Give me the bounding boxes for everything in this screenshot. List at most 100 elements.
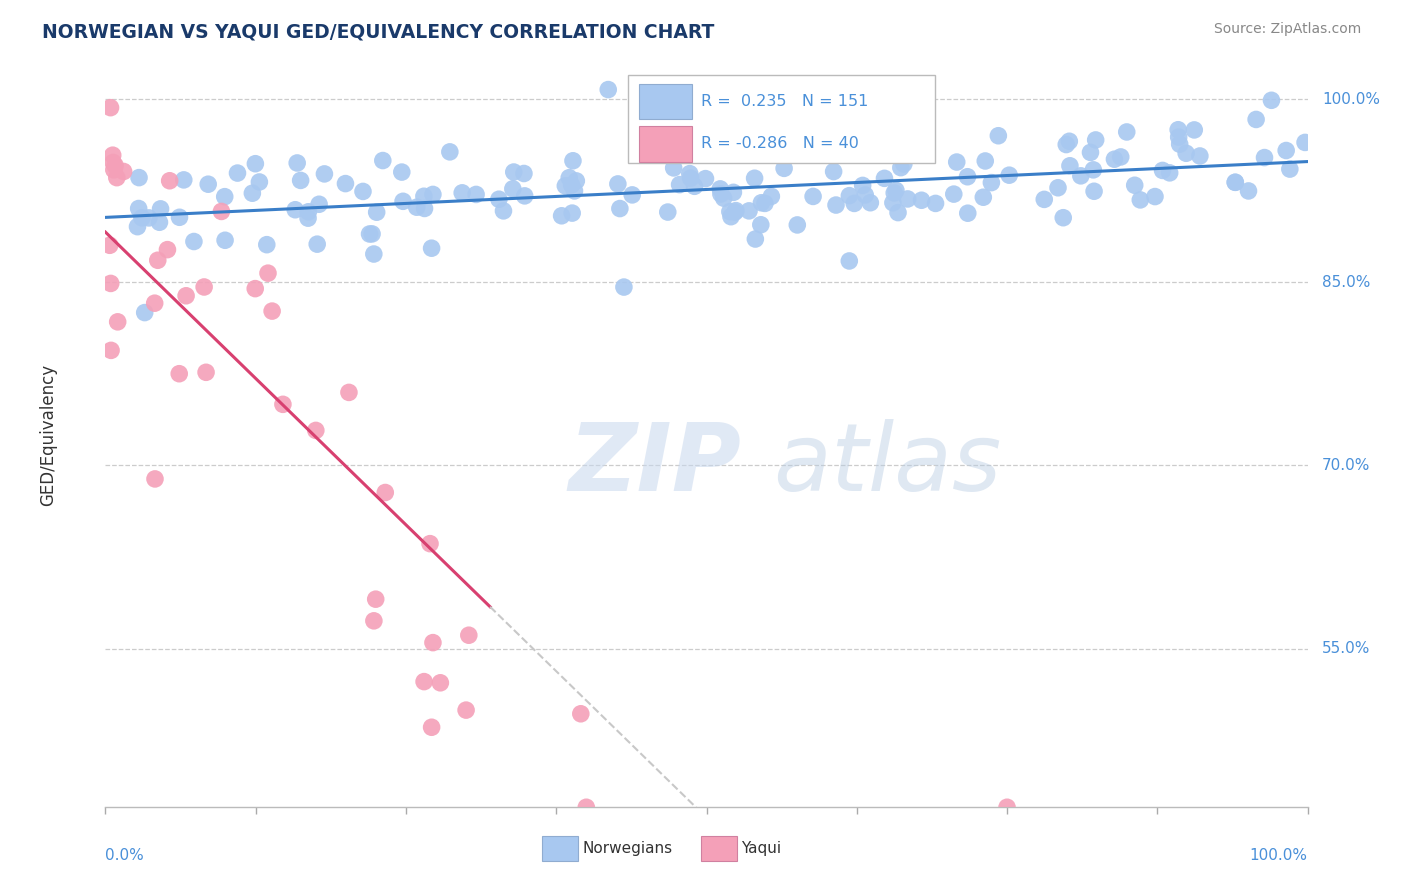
Point bbox=[844, 196, 866, 211]
Point bbox=[169, 211, 191, 225]
FancyBboxPatch shape bbox=[640, 84, 692, 120]
Point bbox=[308, 197, 330, 211]
Point bbox=[214, 233, 236, 247]
Point bbox=[492, 203, 515, 218]
Point bbox=[488, 192, 510, 206]
Point bbox=[451, 186, 474, 200]
Text: R = -0.286   N = 40: R = -0.286 N = 40 bbox=[700, 136, 859, 151]
Point bbox=[167, 367, 190, 381]
Point bbox=[1188, 149, 1211, 163]
Point bbox=[513, 189, 536, 203]
Point bbox=[285, 156, 308, 170]
Point bbox=[724, 205, 747, 219]
Point bbox=[744, 232, 766, 246]
Point bbox=[359, 227, 381, 241]
Point bbox=[361, 227, 384, 241]
Point bbox=[773, 161, 796, 176]
Point bbox=[1059, 134, 1081, 148]
Point bbox=[307, 237, 329, 252]
Point bbox=[1182, 123, 1205, 137]
Point bbox=[107, 315, 129, 329]
Point bbox=[1253, 151, 1275, 165]
Point bbox=[197, 178, 219, 192]
Point bbox=[887, 205, 910, 219]
Point bbox=[1047, 180, 1070, 194]
Point bbox=[609, 202, 631, 216]
Point bbox=[744, 171, 766, 186]
Point bbox=[174, 289, 197, 303]
Point bbox=[550, 209, 572, 223]
Point bbox=[1070, 169, 1092, 183]
Point bbox=[240, 186, 263, 201]
Point bbox=[439, 145, 461, 159]
Point bbox=[422, 635, 444, 649]
Point bbox=[104, 159, 127, 173]
Point bbox=[859, 195, 882, 210]
Point bbox=[1115, 125, 1137, 139]
Point bbox=[374, 485, 396, 500]
Point bbox=[720, 210, 742, 224]
Point bbox=[709, 182, 731, 196]
Point bbox=[825, 198, 848, 212]
Point bbox=[1175, 146, 1198, 161]
Point bbox=[245, 282, 267, 296]
Point bbox=[718, 204, 741, 219]
Point bbox=[257, 266, 280, 280]
Point bbox=[758, 147, 780, 161]
Point bbox=[103, 162, 125, 177]
Point bbox=[262, 304, 284, 318]
Point bbox=[226, 166, 249, 180]
Point bbox=[422, 187, 444, 202]
Point bbox=[149, 202, 172, 216]
Point bbox=[128, 202, 150, 216]
Point bbox=[101, 155, 124, 169]
Point bbox=[749, 218, 772, 232]
Point bbox=[352, 185, 374, 199]
Point bbox=[621, 187, 644, 202]
Point bbox=[159, 174, 181, 188]
Point bbox=[980, 176, 1002, 190]
Point bbox=[873, 171, 896, 186]
Point bbox=[337, 385, 360, 400]
Text: NORWEGIAN VS YAQUI GED/EQUIVALENCY CORRELATION CHART: NORWEGIAN VS YAQUI GED/EQUIVALENCY CORRE… bbox=[42, 22, 714, 41]
Point bbox=[565, 174, 588, 188]
Point bbox=[209, 204, 232, 219]
Point bbox=[214, 189, 236, 203]
Point bbox=[956, 206, 979, 220]
Text: R =  0.235   N = 151: R = 0.235 N = 151 bbox=[700, 94, 868, 109]
Point bbox=[371, 153, 394, 168]
Point bbox=[100, 343, 122, 358]
Point bbox=[1123, 178, 1146, 193]
Point bbox=[1152, 163, 1174, 178]
Point bbox=[105, 170, 128, 185]
Point bbox=[890, 161, 912, 175]
Point bbox=[391, 165, 413, 179]
Point bbox=[710, 186, 733, 201]
FancyBboxPatch shape bbox=[628, 75, 935, 163]
Point bbox=[838, 188, 860, 202]
Point bbox=[738, 203, 761, 218]
Text: Source: ZipAtlas.com: Source: ZipAtlas.com bbox=[1213, 22, 1361, 37]
Point bbox=[405, 200, 427, 214]
Point bbox=[662, 161, 685, 175]
Point bbox=[880, 144, 903, 158]
FancyBboxPatch shape bbox=[640, 126, 692, 161]
Point bbox=[987, 128, 1010, 143]
Point bbox=[823, 164, 845, 178]
Point bbox=[657, 205, 679, 219]
Point bbox=[562, 153, 585, 168]
Point bbox=[1080, 145, 1102, 160]
Text: 100.0%: 100.0% bbox=[1250, 848, 1308, 863]
Point bbox=[853, 188, 876, 202]
Point bbox=[882, 195, 904, 210]
Point bbox=[1260, 93, 1282, 107]
Point bbox=[613, 280, 636, 294]
Point bbox=[1104, 152, 1126, 166]
Point bbox=[713, 191, 735, 205]
Point bbox=[1143, 189, 1166, 203]
Point bbox=[1167, 122, 1189, 136]
Point bbox=[998, 168, 1021, 182]
Point bbox=[290, 173, 312, 187]
Point bbox=[1083, 162, 1105, 177]
Point bbox=[561, 178, 583, 192]
